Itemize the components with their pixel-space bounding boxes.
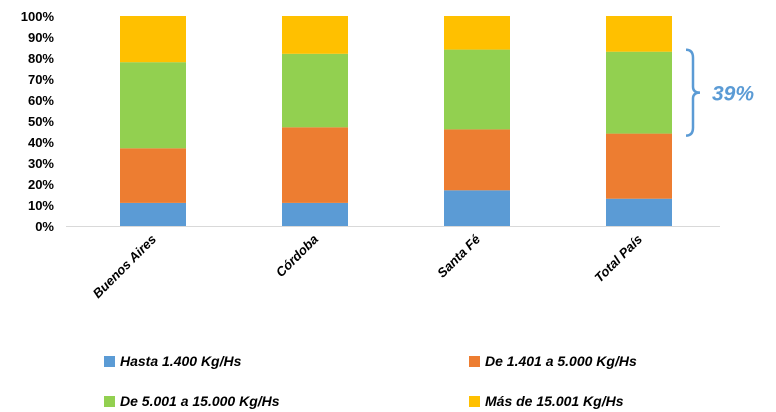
y-tick-label: 80% xyxy=(28,51,54,66)
y-tick-label: 30% xyxy=(28,156,54,171)
y-tick-label: 90% xyxy=(28,30,54,45)
annotation-brace xyxy=(685,48,701,137)
bar-segment xyxy=(444,129,510,191)
bar-segment xyxy=(444,49,510,130)
x-tick-label: Buenos Aires xyxy=(90,232,160,302)
y-tick-label: 70% xyxy=(28,72,54,87)
bar-segment xyxy=(444,190,510,226)
bar-segment xyxy=(606,16,672,52)
bar-segment xyxy=(444,16,510,50)
annotation-label: 39% xyxy=(712,83,754,106)
y-tick-label: 100% xyxy=(21,9,55,24)
y-tick-label: 20% xyxy=(28,177,54,192)
y-axis: 0% 10% 20% 30% 40% 50% 60% 70% 80% 90% 100% xyxy=(21,9,55,234)
x-axis: Buenos Aires Córdoba Santa Fé Total País xyxy=(66,226,720,302)
y-tick-label: 60% xyxy=(28,93,54,108)
bar-segment xyxy=(282,53,348,128)
bar-segment xyxy=(120,62,186,149)
x-tick-label: Santa Fé xyxy=(434,232,483,281)
bar-segment xyxy=(282,202,348,226)
x-tick-label: Córdoba xyxy=(273,232,321,280)
bar-segment xyxy=(120,16,186,63)
bar-segment xyxy=(282,16,348,54)
bar-segment xyxy=(606,51,672,134)
annotation: 39% xyxy=(685,48,754,137)
bar-segment xyxy=(606,198,672,226)
bars xyxy=(120,16,672,226)
bar-segment xyxy=(282,127,348,203)
y-tick-label: 10% xyxy=(28,198,54,213)
y-tick-label: 0% xyxy=(35,219,54,234)
bar-segment xyxy=(606,133,672,199)
y-tick-label: 50% xyxy=(28,114,54,129)
x-tick-label: Total País xyxy=(591,232,645,286)
bar-segment xyxy=(120,148,186,203)
y-tick-label: 40% xyxy=(28,135,54,150)
bar-segment xyxy=(120,202,186,226)
